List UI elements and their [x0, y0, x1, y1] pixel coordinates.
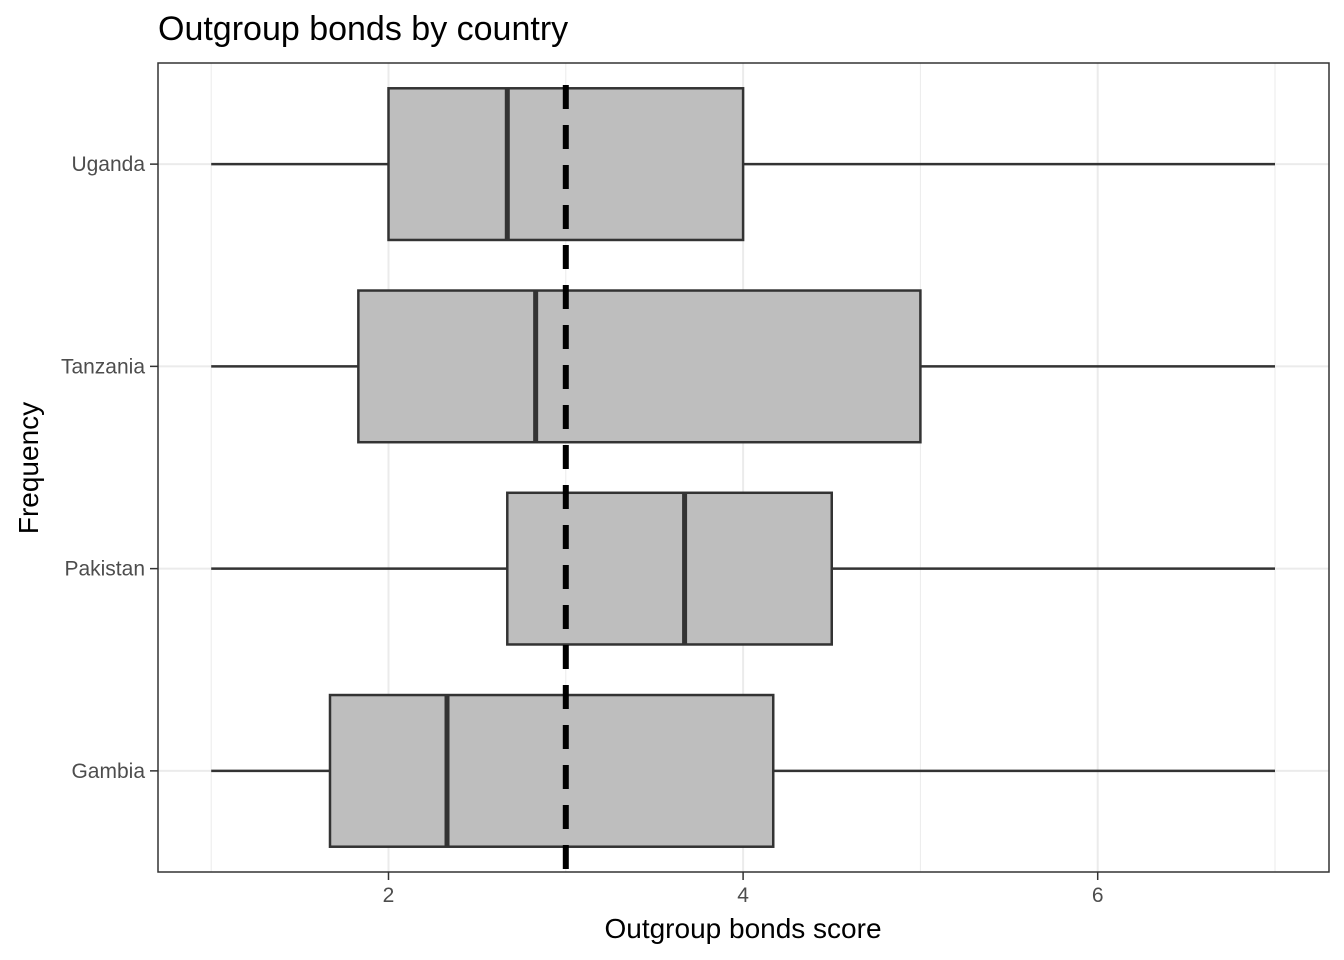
- box-gambia: [328, 693, 775, 848]
- box-pakistan: [506, 491, 833, 646]
- x-axis-title: Outgroup bonds score: [604, 913, 881, 944]
- x-tick-label: 6: [1092, 884, 1104, 907]
- plot-area: Uganda Tanzania Pakistan Gambia 2 4 6: [61, 62, 1330, 907]
- y-tick-label: Uganda: [71, 153, 145, 176]
- x-tick-label: 4: [737, 884, 749, 907]
- y-axis-title: Frequency: [13, 402, 44, 534]
- y-tick-label: Gambia: [71, 760, 145, 783]
- x-tick-label: 2: [383, 884, 395, 907]
- chart-title: Outgroup bonds by country: [158, 10, 568, 48]
- y-tick-label: Pakistan: [64, 558, 145, 581]
- box-tanzania: [357, 289, 922, 444]
- y-tick-label: Tanzania: [61, 355, 145, 378]
